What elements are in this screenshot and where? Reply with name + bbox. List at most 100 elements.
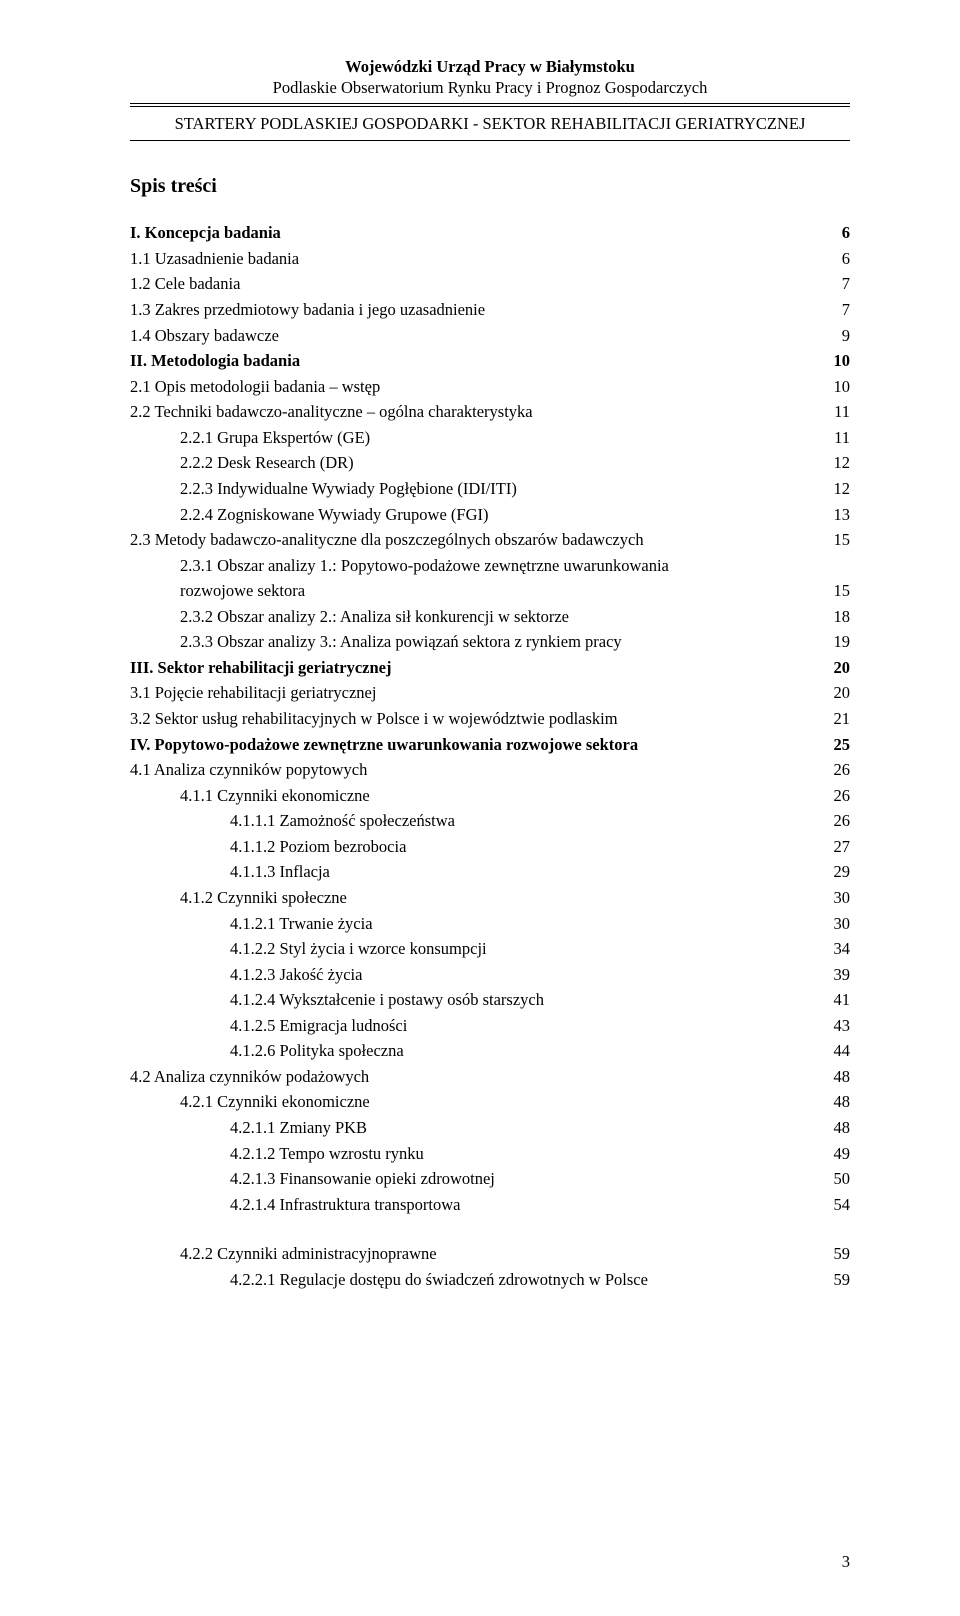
toc-entry-page: 6: [822, 246, 850, 272]
toc-entry-label: 1.2 Cele badania: [130, 271, 822, 297]
toc-entry: 2.3.2 Obszar analizy 2.: Analiza sił kon…: [130, 604, 850, 630]
toc-title: Spis treści: [130, 175, 850, 198]
toc-entry-page: 44: [822, 1038, 850, 1064]
toc-entry-label: 4.1.2.1 Trwanie życia: [130, 911, 822, 937]
toc-entry: rozwojowe sektora15: [130, 578, 850, 604]
toc-entry-page: 15: [822, 578, 850, 604]
toc-entry: 2.2.3 Indywidualne Wywiady Pogłębione (I…: [130, 476, 850, 502]
toc-entry-page: 49: [822, 1141, 850, 1167]
toc-entry-label: 4.1.1.3 Inflacja: [130, 859, 822, 885]
toc-entry-page: 59: [822, 1241, 850, 1267]
toc-entry: II. Metodologia badania10: [130, 348, 850, 374]
toc-entry-page: 10: [822, 348, 850, 374]
toc-entry: 4.1.2.1 Trwanie życia30: [130, 911, 850, 937]
toc-entry: III. Sektor rehabilitacji geriatrycznej2…: [130, 655, 850, 681]
toc-entry-page: 43: [822, 1013, 850, 1039]
toc-entry: I. Koncepcja badania6: [130, 220, 850, 246]
toc-entry-page: 19: [822, 629, 850, 655]
toc-entry-label: 2.2 Techniki badawczo-analityczne – ogól…: [130, 399, 822, 425]
toc-entry-page: 6: [822, 220, 850, 246]
toc-entry-page: 12: [822, 450, 850, 476]
toc-entry-page: 20: [822, 680, 850, 706]
toc-entry-label: 4.2 Analiza czynników podażowych: [130, 1064, 822, 1090]
toc-entry-label: 4.2.1.4 Infrastruktura transportowa: [130, 1192, 822, 1218]
toc-entry-label: 4.1.2.5 Emigracja ludności: [130, 1013, 822, 1039]
page-number: 3: [842, 1552, 850, 1572]
toc-entry-label: III. Sektor rehabilitacji geriatrycznej: [130, 655, 822, 681]
toc-entry-page: 20: [822, 655, 850, 681]
toc-entry-label: 2.3.3 Obszar analizy 3.: Analiza powiąza…: [130, 629, 822, 655]
header-rule: [130, 106, 850, 107]
toc-entry-page: 41: [822, 987, 850, 1013]
header-doc-title: STARTERY PODLASKIEJ GOSPODARKI - SEKTOR …: [130, 113, 850, 134]
toc-entry: 4.2.1.2 Tempo wzrostu rynku49: [130, 1141, 850, 1167]
toc-entry-label: 4.1.2.4 Wykształcenie i postawy osób sta…: [130, 987, 822, 1013]
toc-entry-label: 4.1.2 Czynniki społeczne: [130, 885, 822, 911]
toc-entry: 1.3 Zakres przedmiotowy badania i jego u…: [130, 297, 850, 323]
toc-entry: 1.1 Uzasadnienie badania6: [130, 246, 850, 272]
toc-entry: 1.4 Obszary badawcze9: [130, 323, 850, 349]
toc-entry-label: 1.1 Uzasadnienie badania: [130, 246, 822, 272]
toc-entry-page: 9: [822, 323, 850, 349]
toc-entry-page: 7: [822, 271, 850, 297]
toc-entry: 4.1.1 Czynniki ekonomiczne26: [130, 783, 850, 809]
toc-entry-label: 4.2.1.2 Tempo wzrostu rynku: [130, 1141, 822, 1167]
toc-entry: 4.2.1.4 Infrastruktura transportowa54: [130, 1192, 850, 1218]
toc-entry: 4.2 Analiza czynników podażowych48: [130, 1064, 850, 1090]
toc-entry: IV. Popytowo-podażowe zewnętrzne uwarunk…: [130, 732, 850, 758]
toc-entry-page: 18: [822, 604, 850, 630]
toc-entry-page: 27: [822, 834, 850, 860]
toc-entry-label: 1.4 Obszary badawcze: [130, 323, 822, 349]
toc-entry: 4.1.1.1 Zamożność społeczeństwa26: [130, 808, 850, 834]
toc-entry: 4.1.2 Czynniki społeczne30: [130, 885, 850, 911]
toc-entry: 4.2.1 Czynniki ekonomiczne48: [130, 1089, 850, 1115]
toc-entry: 2.3 Metody badawczo-analityczne dla posz…: [130, 527, 850, 553]
toc-entry-page: 11: [822, 425, 850, 451]
header-rule: [130, 103, 850, 104]
toc-entry-label: 4.2.1 Czynniki ekonomiczne: [130, 1089, 822, 1115]
toc-entry: 2.2.2 Desk Research (DR)12: [130, 450, 850, 476]
toc-entry-page: 21: [822, 706, 850, 732]
toc-entry: 4.1 Analiza czynników popytowych26: [130, 757, 850, 783]
toc-entry: 2.3.1 Obszar analizy 1.: Popytowo-podażo…: [130, 553, 850, 579]
toc-entry-page: 50: [822, 1166, 850, 1192]
toc-entry-page: 54: [822, 1192, 850, 1218]
toc-entry: 4.1.2.4 Wykształcenie i postawy osób sta…: [130, 987, 850, 1013]
table-of-contents: I. Koncepcja badania61.1 Uzasadnienie ba…: [130, 220, 850, 1292]
toc-entry: 4.2.1.3 Finansowanie opieki zdrowotnej50: [130, 1166, 850, 1192]
toc-entry: 2.1 Opis metodologii badania – wstęp10: [130, 374, 850, 400]
toc-entry-page: 11: [822, 399, 850, 425]
toc-entry-label: 2.3 Metody badawczo-analityczne dla posz…: [130, 527, 822, 553]
toc-entry-label: 2.2.1 Grupa Ekspertów (GE): [130, 425, 822, 451]
toc-entry-label: 2.2.3 Indywidualne Wywiady Pogłębione (I…: [130, 476, 822, 502]
toc-entry-label: 4.1.1.1 Zamożność społeczeństwa: [130, 808, 822, 834]
toc-entry-label: 4.1.2.6 Polityka społeczna: [130, 1038, 822, 1064]
toc-entry: 2.2 Techniki badawczo-analityczne – ogól…: [130, 399, 850, 425]
toc-entry-page: 30: [822, 885, 850, 911]
toc-entry: 3.2 Sektor usług rehabilitacyjnych w Pol…: [130, 706, 850, 732]
toc-entry: 4.1.2.3 Jakość życia39: [130, 962, 850, 988]
toc-entry: 4.1.1.3 Inflacja29: [130, 859, 850, 885]
toc-entry-label: 2.2.4 Zogniskowane Wywiady Grupowe (FGI): [130, 502, 822, 528]
toc-entry-label: 4.1.1.2 Poziom bezrobocia: [130, 834, 822, 860]
toc-entry-label: 4.2.2.1 Regulacje dostępu do świadczeń z…: [130, 1267, 822, 1293]
toc-entry-page: 25: [822, 732, 850, 758]
toc-entry-label: 4.1 Analiza czynników popytowych: [130, 757, 822, 783]
toc-entry-label: I. Koncepcja badania: [130, 220, 822, 246]
toc-entry-page: 34: [822, 936, 850, 962]
header-rule: [130, 140, 850, 141]
toc-entry-page: 48: [822, 1115, 850, 1141]
toc-entry-page: 7: [822, 297, 850, 323]
page-header: Wojewódzki Urząd Pracy w Białymstoku Pod…: [130, 56, 850, 141]
toc-entry-page: 12: [822, 476, 850, 502]
toc-entry-label: 1.3 Zakres przedmiotowy badania i jego u…: [130, 297, 822, 323]
toc-entry-page: 59: [822, 1267, 850, 1293]
toc-entry-label: 2.2.2 Desk Research (DR): [130, 450, 822, 476]
toc-entry-page: 48: [822, 1064, 850, 1090]
toc-entry-page: 48: [822, 1089, 850, 1115]
toc-entry-page: 13: [822, 502, 850, 528]
header-suborg: Podlaskie Obserwatorium Rynku Pracy i Pr…: [130, 77, 850, 98]
toc-entry: 4.1.2.6 Polityka społeczna44: [130, 1038, 850, 1064]
toc-entry: 4.2.2.1 Regulacje dostępu do świadczeń z…: [130, 1267, 850, 1293]
toc-entry-label: 3.1 Pojęcie rehabilitacji geriatrycznej: [130, 680, 822, 706]
